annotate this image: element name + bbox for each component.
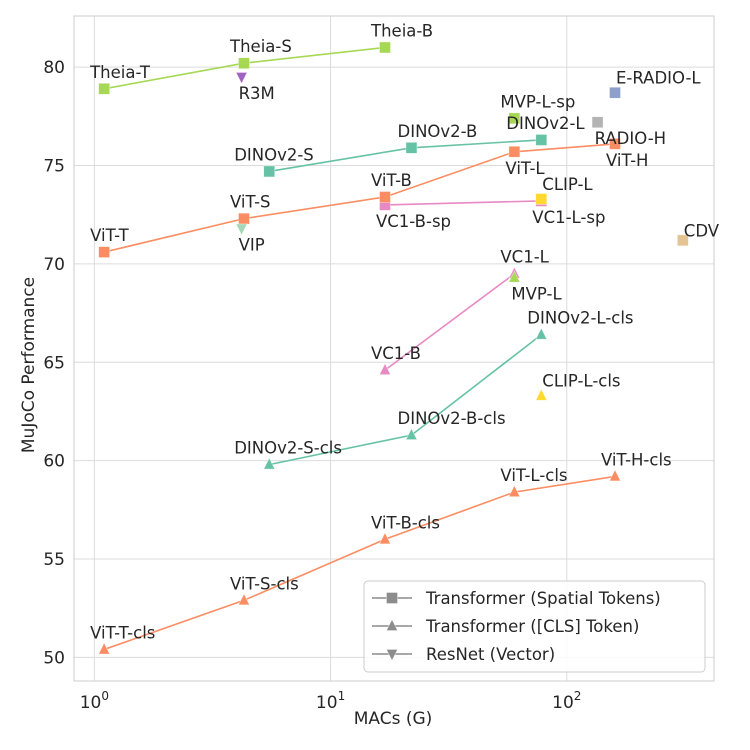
point-label: RADIO-H (595, 129, 666, 148)
point-label: ViT-L (505, 159, 545, 178)
y-tick-label: 60 (43, 452, 65, 472)
legend-marker (386, 592, 398, 604)
x-tick-label: 100 (80, 689, 109, 713)
data-point (535, 388, 548, 401)
y-tick-label: 70 (43, 255, 65, 275)
data-point (508, 145, 521, 158)
data-point (98, 246, 110, 258)
data-point (609, 469, 621, 482)
legend-label: Transformer (Spatial Tokens) (425, 589, 661, 608)
point-label: DINOv2-S-cls (234, 439, 342, 458)
point-labels: Theia-T Theia-S Theia-B DINOv2-S DINOv2-B DIN… (89, 22, 720, 643)
point-label: DINOv2-B-cls (398, 409, 506, 428)
point-label: DINOv2-B (398, 122, 478, 141)
data-point (535, 327, 548, 340)
plot-frame (73, 15, 715, 682)
y-tick-label: 75 (43, 157, 65, 177)
point-label: ViT-L-cls (500, 466, 567, 485)
data-point (238, 593, 250, 606)
grid (74, 16, 714, 681)
data-point (98, 642, 111, 655)
data-point (508, 270, 521, 283)
y-tick-label: 50 (43, 648, 65, 668)
point-label: ViT-S (230, 193, 271, 212)
data-point (405, 427, 418, 440)
data-point (379, 362, 391, 375)
point-label: DINOv2-L (506, 114, 585, 133)
data-point (379, 41, 391, 54)
point-label: ViT-S-cls (230, 574, 299, 593)
data-point (238, 212, 250, 225)
point-label: Theia-T (89, 63, 151, 82)
data-point (98, 82, 110, 95)
data-point (591, 116, 604, 129)
point-label: ViT-T-cls (90, 624, 155, 643)
point-label: E-RADIO-L (616, 69, 701, 88)
point-label: DINOv2-S (234, 145, 314, 164)
data-point (235, 72, 248, 85)
data-point (609, 86, 621, 99)
series-line (384, 273, 515, 371)
y-tick-label: 55 (43, 550, 65, 570)
point-label: DINOv2-L-cls (527, 309, 633, 328)
data-point (379, 191, 391, 203)
point-label: ViT-T (90, 226, 130, 245)
point-label: VC1-B-sp (376, 212, 451, 231)
legend: Transformer (Spatial Tokens) Transformer … (363, 580, 706, 673)
legend-label: Transformer ([CLS] Token) (425, 617, 639, 636)
x-tick-label: 102 (552, 689, 581, 713)
point-label: VC1-L (500, 248, 549, 267)
point-label: ViT-H (606, 151, 648, 170)
point-label: Theia-B (370, 22, 433, 41)
point-label: Theia-S (229, 37, 292, 56)
point-label: VC1-B (371, 344, 421, 363)
point-label: VIP (239, 236, 265, 255)
point-label: ViT-B (371, 171, 412, 190)
point-label: CLIP-L-cls (542, 372, 620, 391)
y-tick-label: 65 (43, 353, 65, 373)
point-label: VC1-L-sp (532, 208, 605, 227)
point-label: MVP-L (511, 285, 562, 304)
data-point (263, 165, 276, 178)
data-point (609, 138, 621, 150)
data-point (238, 57, 250, 70)
y-axis-label: MuJoCo Performance (19, 277, 39, 453)
data-point (263, 457, 276, 470)
data-points (98, 41, 689, 655)
legend-label: ResNet (Vector) (426, 645, 555, 664)
axis-ticks: 100 101 102 50 55 60 65 70 75 80 (43, 58, 581, 713)
point-label: R3M (239, 84, 275, 103)
legend-box (363, 580, 706, 673)
point-label: MVP-L-sp (500, 92, 575, 111)
data-point (535, 134, 548, 146)
data-point (405, 142, 418, 154)
data-point (379, 532, 391, 545)
data-point (508, 112, 521, 125)
data-point (235, 223, 248, 236)
legend-marker (386, 618, 398, 631)
point-label: CLIP-L (542, 175, 593, 194)
series-line (384, 200, 542, 206)
x-axis-label: MACs (G) (354, 709, 433, 729)
data-point (535, 193, 548, 205)
y-tick-label: 80 (43, 58, 65, 78)
point-label: ViT-H-cls (601, 450, 672, 469)
data-point (677, 234, 689, 247)
point-label: ViT-B-cls (371, 513, 440, 532)
data-point (508, 484, 521, 497)
point-label: CDV (684, 221, 720, 240)
legend-marker (386, 649, 398, 662)
x-tick-label: 101 (316, 689, 345, 713)
